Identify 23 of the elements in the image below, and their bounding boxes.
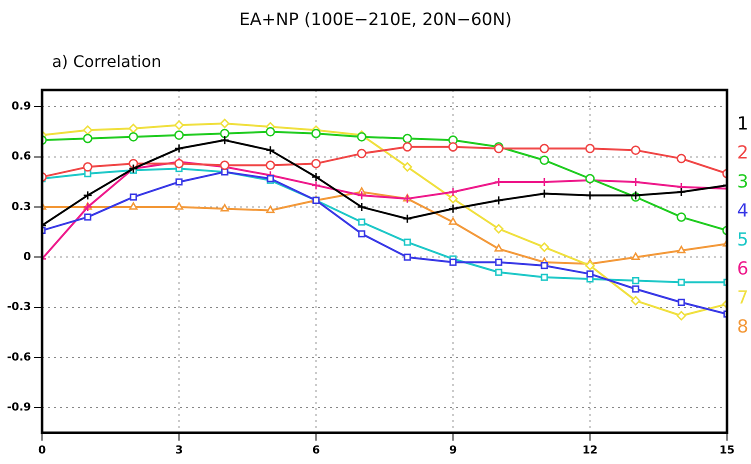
text: 6: [737, 258, 748, 280]
series-label: 3: [737, 172, 748, 193]
x-tick-label: 9: [449, 443, 457, 456]
series-label: 5: [737, 230, 748, 251]
y-tick-label: -0.9: [6, 400, 32, 414]
series-label: 7: [737, 288, 748, 309]
x-tick-label: 3: [175, 443, 183, 456]
chart-subtitle: a) Correlation: [52, 52, 162, 71]
chart-title: EA+NP (100E−210E, 20N−60N): [238, 10, 513, 30]
x-tick-label: 6: [312, 443, 320, 456]
y-tick-label: -0.6: [6, 350, 32, 364]
x-tick-label: 12: [582, 443, 598, 456]
y-tick-label: -0.3: [6, 300, 32, 314]
x-tick-label: 0: [38, 443, 46, 456]
y-tick-label: 0: [23, 250, 32, 264]
y-tick-label: 0.3: [12, 200, 32, 213]
text: 8: [737, 316, 748, 338]
x-tick-label: 15: [719, 443, 735, 456]
text: 4: [737, 200, 748, 222]
y-tick-label: 0.6: [12, 150, 32, 163]
series-label: 2: [737, 142, 748, 164]
y-tick-label: 0.9: [12, 100, 32, 113]
text: 1: [737, 114, 748, 135]
